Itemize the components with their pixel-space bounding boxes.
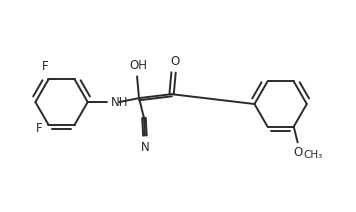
- Text: O: O: [170, 56, 179, 68]
- Text: NH: NH: [110, 96, 128, 109]
- Text: N: N: [141, 141, 149, 153]
- Text: CH₃: CH₃: [304, 150, 323, 160]
- Text: OH: OH: [129, 59, 147, 73]
- Text: F: F: [36, 122, 43, 135]
- Text: F: F: [42, 60, 49, 74]
- Text: O: O: [293, 146, 302, 159]
